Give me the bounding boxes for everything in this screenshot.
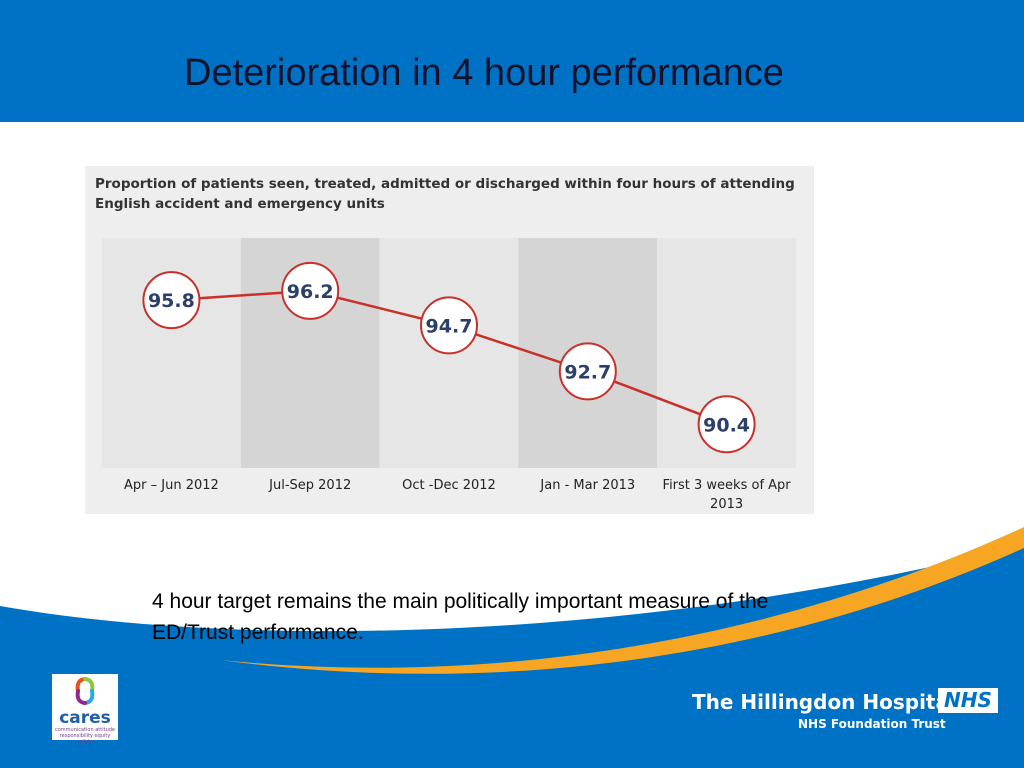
orange-swoosh	[220, 527, 1024, 674]
caption: 4 hour target remains the main political…	[152, 590, 769, 644]
cares-tagline-1: communication attitude	[54, 727, 115, 733]
data-label: 90.4	[703, 414, 750, 436]
header-band	[0, 0, 1024, 122]
chart-title: Proportion of patients seen, treated, ad…	[95, 176, 795, 212]
cares-logo: cares communication attitude responsibil…	[52, 674, 118, 745]
nhs-logo-text: NHS	[944, 688, 992, 712]
cares-swirl-icon	[75, 677, 95, 705]
data-point	[281, 261, 340, 320]
x-tick-label: Oct -Dec 2012	[402, 478, 496, 493]
org-name: The Hillingdon Hospitals	[692, 690, 968, 714]
data-point	[558, 342, 617, 401]
x-tick-label: First 3 weeks of Apr 2013	[663, 478, 792, 512]
cares-word: cares	[59, 708, 111, 728]
data-label: 94.7	[426, 315, 473, 337]
x-tick-label: Apr – Jun 2012	[124, 478, 219, 493]
org-subtitle: NHS Foundation Trust	[798, 717, 946, 731]
data-label: 96.2	[287, 281, 334, 303]
x-tick-label: Jan - Mar 2013	[539, 478, 635, 493]
cares-tagline-2: responsibility equity safety	[59, 733, 111, 745]
line-chart: 95.8 96.2 94.7 92.7 90.4 Apr – Jun 2012 Jul-Se…	[102, 238, 796, 512]
slide-title: Deterioration in 4 hour performance	[184, 52, 784, 94]
x-tick-label: Jul-Sep 2012	[268, 478, 351, 493]
data-label: 92.7	[564, 361, 611, 383]
data-point	[142, 271, 201, 330]
data-label: 95.8	[148, 290, 195, 312]
nhs-logo: NHS	[938, 688, 998, 713]
chart-panel: Proportion of patients seen, treated, ad…	[85, 166, 814, 514]
data-point	[420, 296, 478, 355]
data-point	[697, 395, 756, 454]
blue-swoosh	[0, 545, 1024, 768]
